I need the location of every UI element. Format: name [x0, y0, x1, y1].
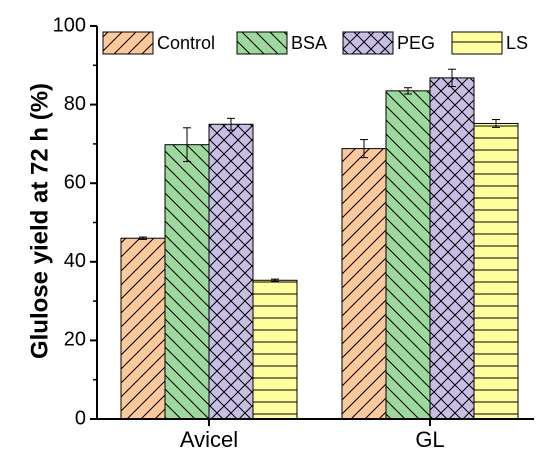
- error-bar-bsa-gl: [404, 87, 412, 95]
- legend-swatch-bsa: [236, 31, 288, 55]
- error-bar-control-avicel: [139, 236, 147, 240]
- legend-item-bsa: BSA: [236, 31, 327, 55]
- y-tick-label: 0: [75, 407, 86, 429]
- y-axis-label: Glulose yield at 72 h (%): [26, 83, 53, 359]
- error-bar-ls-gl: [492, 119, 500, 128]
- x-tick-label-avicel: Avicel: [180, 427, 238, 452]
- legend: Control BSA PEG LS: [102, 31, 528, 55]
- legend-label-bsa: BSA: [291, 33, 327, 53]
- bar-peg-avicel: [208, 123, 254, 420]
- legend-item-control: Control: [102, 31, 215, 55]
- axes-group: 0 20 40 60 80 100 Avicel GL: [53, 14, 534, 452]
- error-bars-group: [139, 68, 500, 282]
- x-tick-label-gl: GL: [415, 427, 444, 452]
- error-bar-bsa-avicel: [183, 127, 191, 163]
- y-tick-label: 80: [64, 93, 86, 115]
- y-tick-label: 20: [64, 329, 86, 351]
- legend-item-peg: PEG: [342, 31, 435, 55]
- legend-swatch-ls: [451, 31, 503, 55]
- y-tick-label: 100: [53, 14, 86, 36]
- error-bar-control-gl: [360, 139, 368, 159]
- error-bar-peg-gl: [448, 68, 456, 88]
- legend-swatch-control: [102, 31, 154, 55]
- bar-ls-avicel: [252, 279, 298, 420]
- legend-label-peg: PEG: [397, 33, 435, 53]
- y-tick-label: 60: [64, 171, 86, 193]
- bar-bsa-gl: [385, 90, 431, 420]
- error-bar-ls-avicel: [271, 278, 279, 282]
- bar-ls-gl: [473, 122, 519, 420]
- bar-peg-gl: [429, 77, 475, 420]
- bar-control-avicel: [120, 237, 166, 420]
- bars-group: [120, 77, 519, 420]
- y-tick-label: 40: [64, 250, 86, 272]
- bar-bsa-avicel: [164, 144, 210, 420]
- legend-swatch-peg: [342, 31, 394, 55]
- legend-label-control: Control: [157, 33, 215, 53]
- bar-control-gl: [341, 148, 387, 420]
- legend-label-ls: LS: [506, 33, 528, 53]
- error-bar-peg-avicel: [227, 117, 235, 131]
- legend-item-ls: LS: [451, 31, 528, 55]
